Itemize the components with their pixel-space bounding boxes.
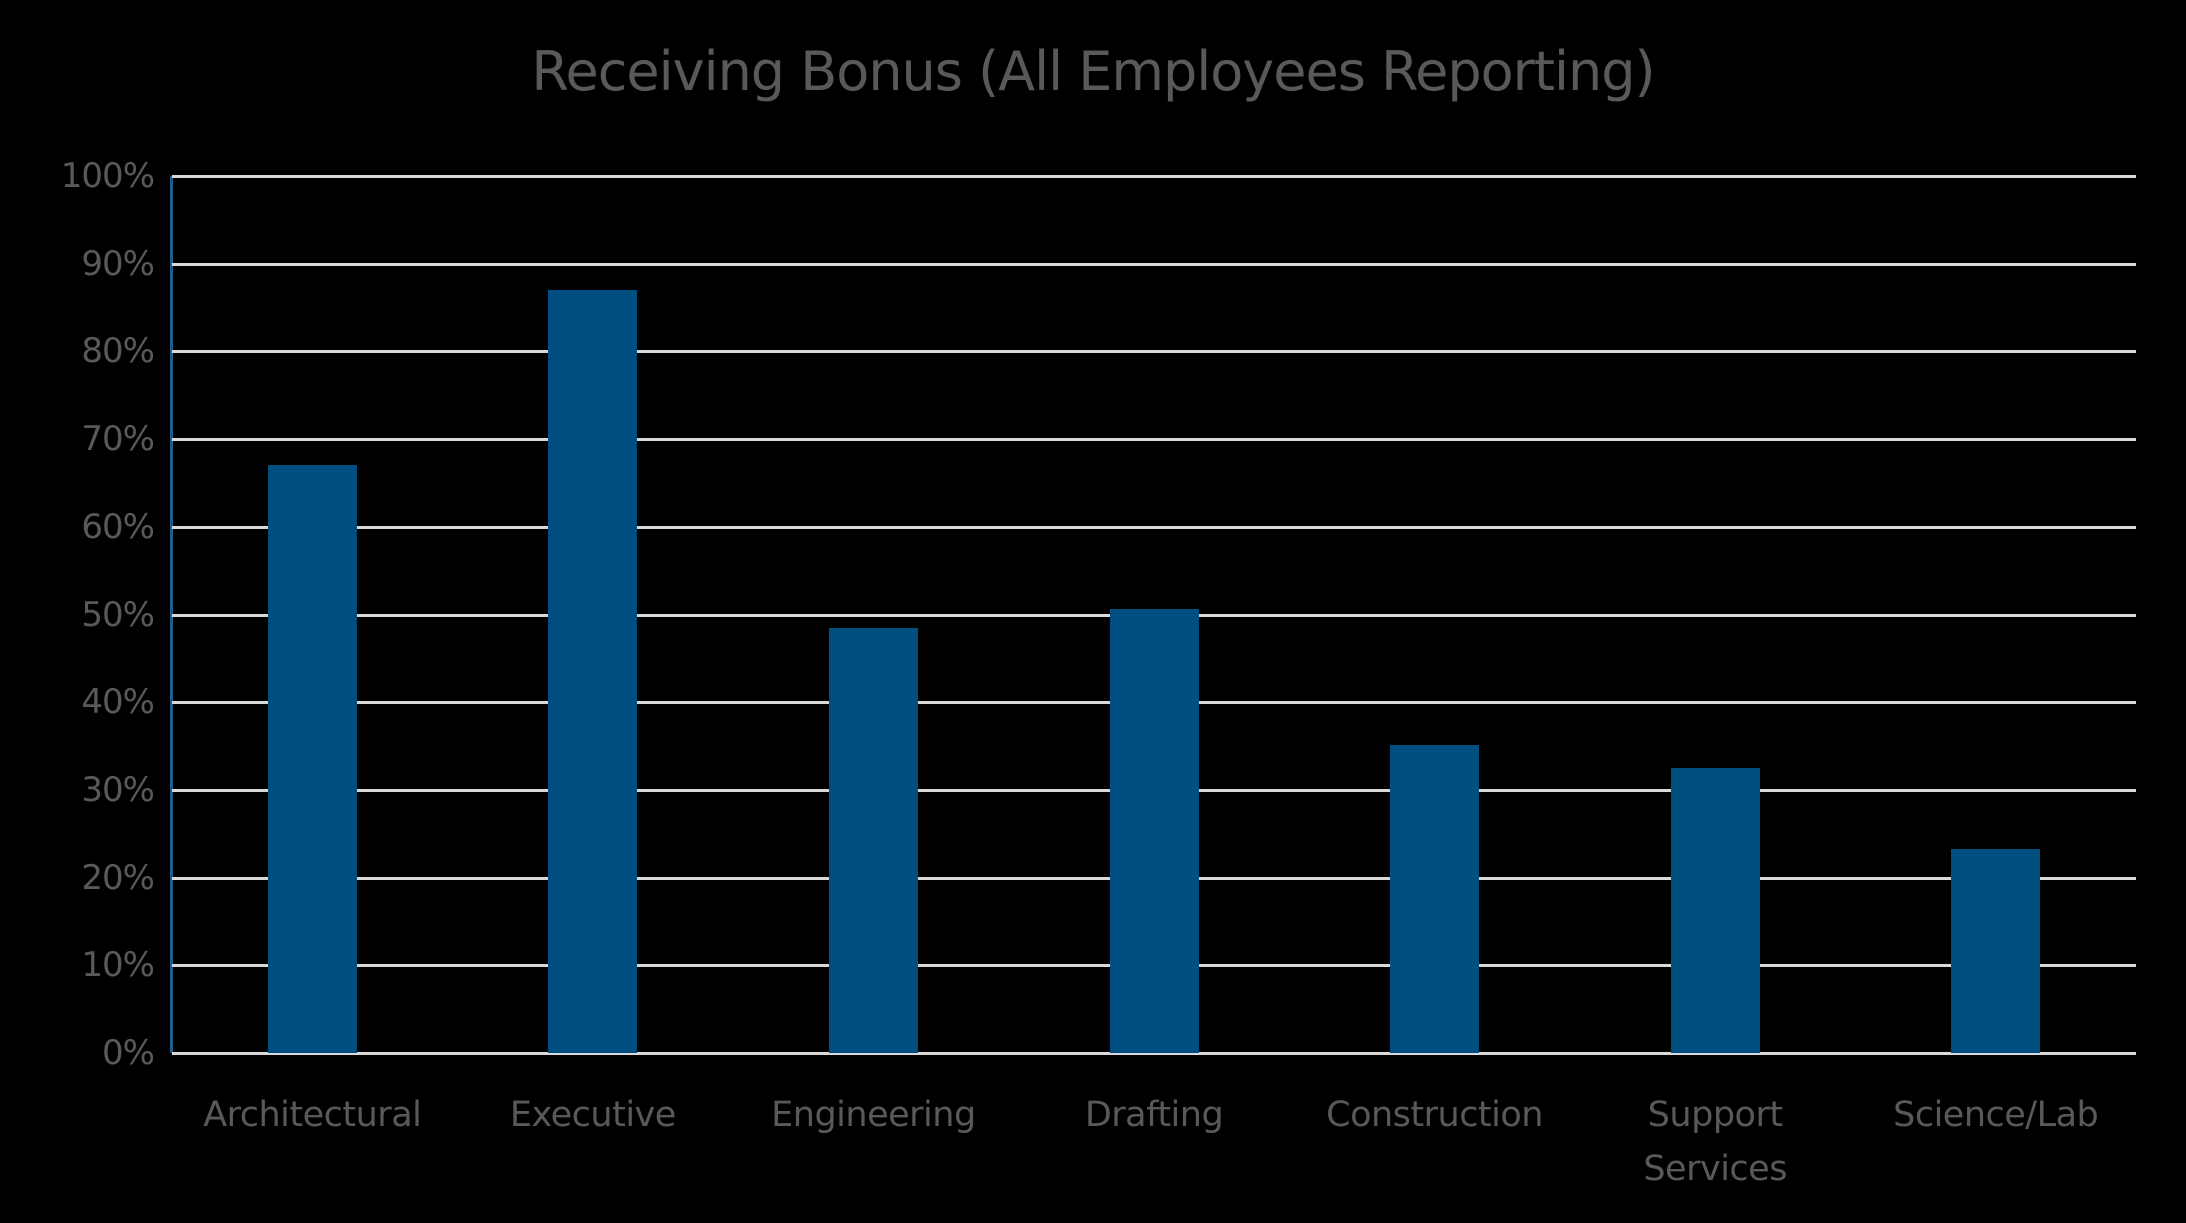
bar-executive [548, 290, 638, 1053]
x-tick-label: Engineering [771, 1095, 976, 1135]
y-tick-label: 30% [81, 769, 155, 810]
x-tick-label: Executive [509, 1095, 676, 1135]
y-tick-label: 20% [81, 857, 155, 898]
y-tick-label: 40% [81, 682, 155, 723]
y-tick-label: 70% [81, 419, 155, 460]
gridline [172, 262, 2136, 266]
gridline [172, 1052, 2136, 1055]
y-tick-label: 50% [81, 594, 155, 635]
bar-science-lab [1951, 848, 2041, 1053]
gridline [172, 438, 2136, 442]
y-tick-label: 60% [81, 506, 155, 547]
gridline [172, 350, 2136, 354]
x-tick-label: Architectural [203, 1095, 422, 1135]
bar-support-services [1670, 767, 1760, 1053]
y-tick-label: 100% [60, 156, 155, 196]
y-tick-label: 80% [81, 331, 155, 372]
gridline [172, 175, 2136, 178]
chart-title: Receiving Bonus (All Employees Reporting… [531, 40, 1655, 103]
y-tick-label: 10% [81, 945, 155, 986]
y-axis-line [170, 176, 173, 1053]
x-tick-label: Construction [1326, 1095, 1543, 1135]
x-tick-label: Science/Lab [1893, 1095, 2099, 1135]
bar-drafting [1109, 609, 1199, 1053]
bar-construction [1390, 745, 1480, 1053]
x-tick-label: Drafting [1084, 1095, 1224, 1135]
bar-engineering [828, 627, 918, 1053]
y-tick-label: 0% [102, 1033, 155, 1073]
plot-area [170, 175, 2136, 1055]
gridline [172, 525, 2136, 529]
y-tick-label: 90% [81, 243, 155, 284]
x-tick-label: Support Services [1643, 1095, 1787, 1189]
bar-architectural [267, 465, 357, 1053]
